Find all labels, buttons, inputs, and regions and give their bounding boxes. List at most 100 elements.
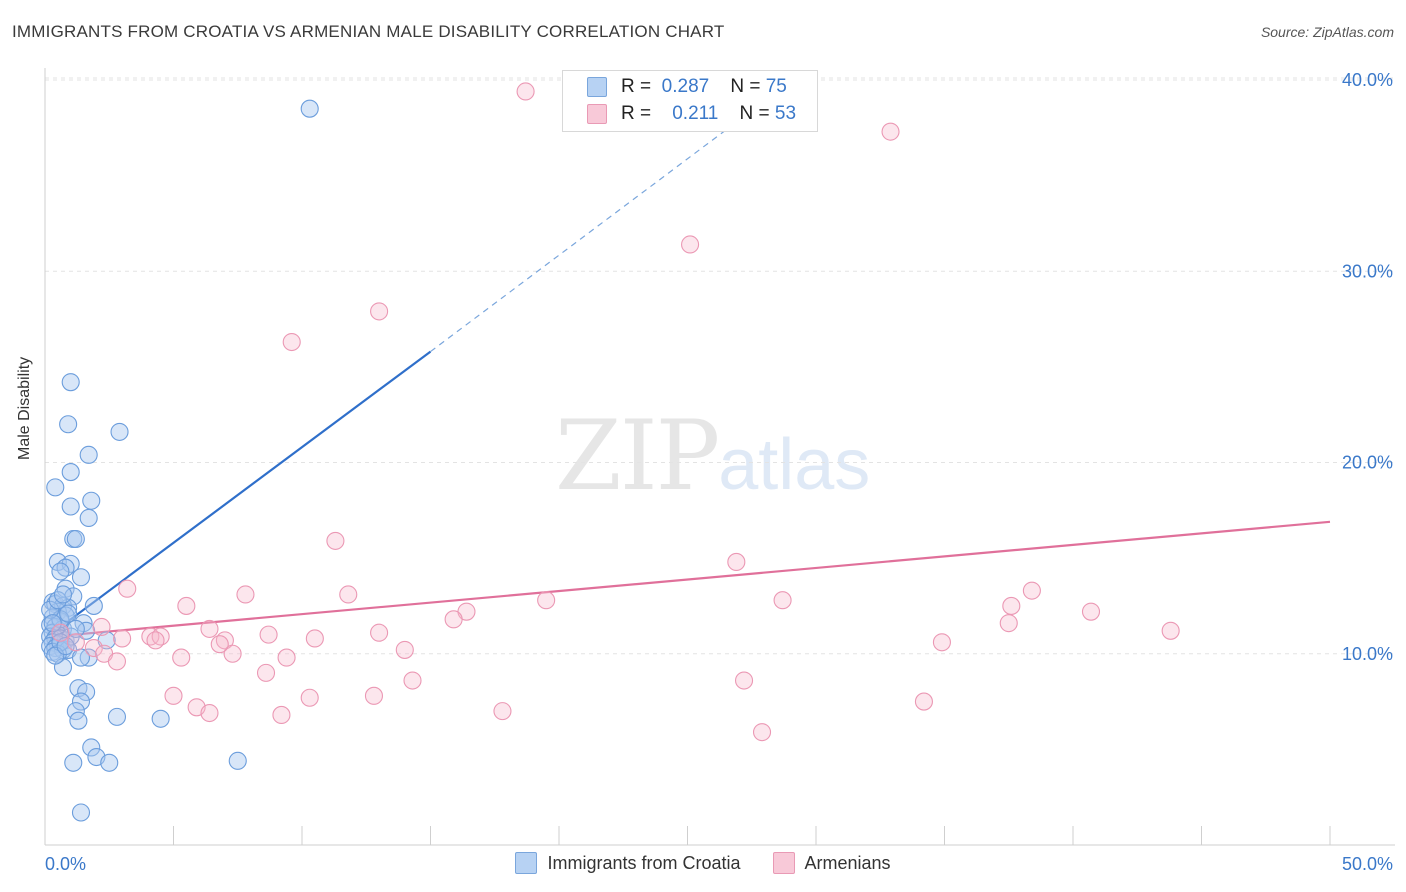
legend-n-value: 75 bbox=[765, 76, 787, 97]
point-armenians bbox=[200, 619, 219, 638]
point-croatia bbox=[48, 644, 67, 663]
legend-r-value: 0.287 bbox=[661, 76, 710, 97]
point-armenians bbox=[84, 638, 103, 658]
point-armenians bbox=[66, 633, 85, 652]
point-croatia bbox=[77, 682, 96, 702]
legend-swatch-blue bbox=[515, 852, 538, 874]
point-croatia bbox=[56, 637, 75, 656]
point-armenians bbox=[272, 705, 291, 725]
data-points bbox=[41, 82, 1180, 822]
point-armenians bbox=[1002, 596, 1021, 615]
y-tick-label: 40.0% bbox=[1342, 70, 1393, 90]
point-armenians bbox=[403, 671, 422, 690]
point-armenians bbox=[236, 585, 255, 604]
point-croatia bbox=[48, 591, 67, 610]
x-tick-label: 50.0% bbox=[1342, 854, 1393, 874]
legend-r-label: R = bbox=[621, 76, 652, 97]
point-armenians bbox=[932, 633, 951, 652]
point-armenians bbox=[277, 648, 296, 667]
point-armenians bbox=[773, 591, 792, 610]
point-croatia bbox=[79, 508, 98, 528]
y-tick-label: 30.0% bbox=[1342, 261, 1393, 281]
point-croatia bbox=[59, 415, 78, 434]
point-armenians bbox=[370, 302, 389, 321]
point-croatia bbox=[100, 753, 119, 772]
legend-item-armenians: Armenians bbox=[772, 852, 891, 874]
point-armenians bbox=[395, 640, 414, 659]
point-armenians bbox=[516, 82, 535, 101]
point-armenians bbox=[537, 591, 556, 610]
point-croatia bbox=[53, 585, 73, 604]
legend-label-croatia: Immigrants from Croatia bbox=[547, 852, 741, 873]
y-tick-label: 20.0% bbox=[1342, 453, 1393, 473]
point-croatia bbox=[82, 738, 101, 757]
legend-swatch-pink bbox=[772, 852, 795, 874]
point-croatia bbox=[107, 707, 127, 726]
trend-line-croatia-extension bbox=[430, 110, 753, 353]
point-armenians bbox=[92, 617, 111, 637]
point-croatia bbox=[69, 711, 88, 730]
legend-r-value: 0.211 bbox=[672, 103, 719, 124]
point-armenians bbox=[681, 235, 700, 254]
watermark-zip: ZIP bbox=[555, 400, 720, 512]
legend-row-croatia: R = 0.287 N = 75 bbox=[587, 74, 787, 100]
legend-row-armenians: R = 0.211 N = 53 bbox=[587, 101, 796, 127]
x-tick-label: 0.0% bbox=[45, 854, 86, 874]
point-armenians bbox=[300, 688, 319, 707]
point-croatia bbox=[41, 600, 60, 619]
point-armenians bbox=[364, 686, 384, 705]
point-croatia bbox=[228, 751, 247, 770]
legend-r-label: R = bbox=[621, 103, 652, 124]
point-croatia bbox=[151, 709, 170, 728]
point-croatia bbox=[110, 422, 129, 441]
point-armenians bbox=[146, 631, 165, 650]
legend-item-croatia: Immigrants from Croatia bbox=[515, 852, 741, 874]
point-croatia bbox=[61, 373, 80, 392]
trend-lines bbox=[52, 110, 1331, 638]
point-croatia bbox=[66, 529, 85, 549]
axes bbox=[44, 68, 1395, 846]
point-armenians bbox=[177, 596, 196, 615]
legend-n-label: N = bbox=[739, 103, 770, 124]
source-label: Source: ZipAtlas.com bbox=[1260, 24, 1394, 40]
watermark: ZIPatlas bbox=[555, 400, 870, 512]
point-croatia bbox=[51, 562, 70, 581]
point-armenians bbox=[256, 663, 276, 682]
legend-n-label: N = bbox=[730, 76, 761, 97]
point-armenians bbox=[1081, 602, 1101, 621]
point-armenians bbox=[107, 652, 127, 671]
point-armenians bbox=[200, 703, 219, 723]
point-armenians bbox=[999, 614, 1018, 633]
point-armenians bbox=[339, 585, 358, 604]
point-croatia bbox=[61, 463, 80, 482]
point-croatia bbox=[79, 648, 98, 667]
point-armenians bbox=[51, 623, 70, 642]
tick-labels: 10.0% 20.0% 30.0% 40.0% 0.0% 50.0% bbox=[45, 70, 1393, 874]
point-armenians bbox=[305, 629, 324, 648]
stats-legend: R = 0.287 N = 75 R = 0.211 N = 53 bbox=[562, 70, 818, 132]
point-armenians bbox=[164, 686, 183, 705]
point-armenians bbox=[223, 644, 242, 663]
point-armenians bbox=[914, 692, 933, 711]
y-axis-label: Male Disability bbox=[16, 356, 33, 460]
point-armenians bbox=[210, 635, 229, 654]
point-croatia bbox=[71, 692, 91, 711]
point-croatia bbox=[61, 497, 80, 516]
point-armenians bbox=[493, 702, 512, 721]
point-croatia bbox=[64, 753, 83, 772]
point-armenians bbox=[734, 671, 754, 690]
legend-swatch-blue bbox=[587, 77, 607, 97]
point-croatia bbox=[43, 614, 62, 633]
watermark-atlas: atlas bbox=[718, 425, 871, 505]
legend-swatch-pink bbox=[587, 104, 607, 124]
chart-title: IMMIGRANTS FROM CROATIA VS ARMENIAN MALE… bbox=[12, 22, 725, 41]
trend-line-armenians bbox=[52, 520, 1331, 638]
point-croatia bbox=[82, 491, 101, 510]
point-armenians bbox=[752, 723, 772, 742]
point-armenians bbox=[282, 332, 301, 352]
point-armenians bbox=[259, 625, 278, 644]
point-armenians bbox=[1022, 581, 1041, 600]
point-croatia bbox=[71, 803, 91, 822]
point-croatia bbox=[46, 478, 65, 497]
